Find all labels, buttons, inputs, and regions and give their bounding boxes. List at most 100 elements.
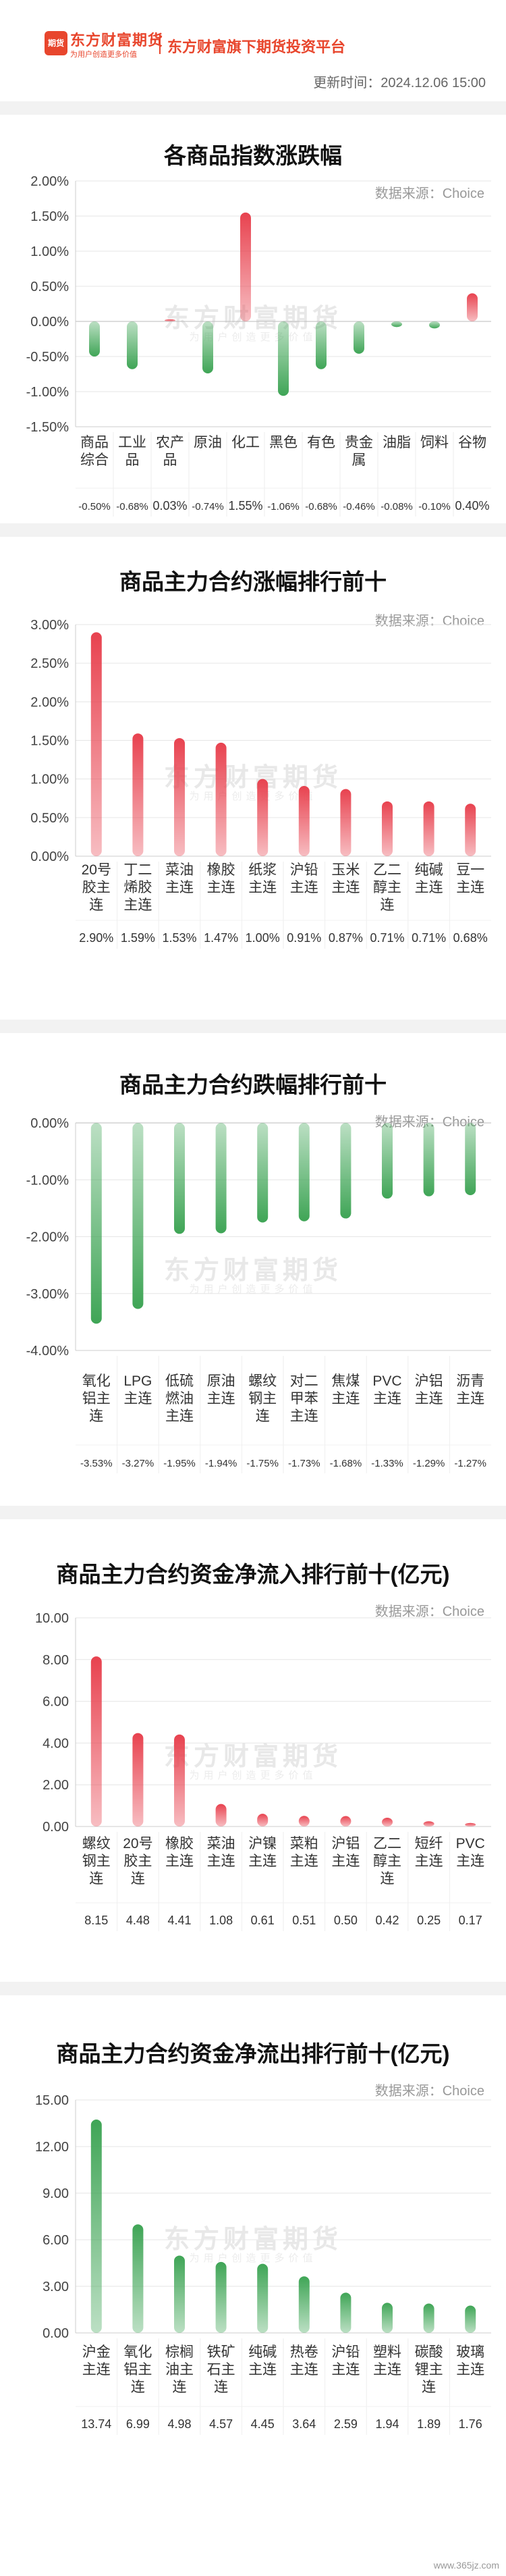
x-category-label: 塑料 bbox=[373, 2344, 401, 2360]
bar bbox=[89, 321, 100, 357]
x-category-label: 螺纹 bbox=[248, 1373, 277, 1389]
x-category-label: 铝主 bbox=[82, 1391, 111, 1407]
x-category-label: 热卷 bbox=[290, 2344, 318, 2360]
data-label: 0.42 bbox=[375, 1914, 399, 1927]
chart-title: 商品主力合约资金净流入排行前十(亿元) bbox=[56, 1562, 450, 1587]
bar bbox=[132, 2224, 144, 2333]
watermark-sub: 为用户创造更多价值 bbox=[189, 1284, 317, 1295]
data-label: 6.99 bbox=[126, 2417, 150, 2431]
x-category-label: PVC bbox=[372, 1373, 401, 1389]
watermark-sub: 为用户创造更多价值 bbox=[189, 1770, 317, 1781]
data-label: 2.59 bbox=[334, 2417, 358, 2431]
watermark: 东方财富期货 bbox=[163, 764, 342, 792]
data-label: 4.57 bbox=[209, 2417, 233, 2431]
bar bbox=[465, 1123, 476, 1195]
y-tick-label: 0.00% bbox=[30, 315, 69, 330]
data-label: -3.53% bbox=[80, 1458, 113, 1469]
bar bbox=[257, 2263, 269, 2333]
x-category-label: 主连 bbox=[207, 1391, 235, 1407]
x-category-label: 20号 bbox=[123, 1836, 152, 1851]
x-category-label: 品 bbox=[163, 452, 177, 468]
x-category-label: 主连 bbox=[165, 1854, 194, 1869]
y-tick-label: 2.50% bbox=[30, 656, 69, 671]
y-tick-label: 2.00% bbox=[30, 695, 69, 710]
data-label: -1.27% bbox=[454, 1458, 486, 1469]
x-category-label: 低硫 bbox=[165, 1373, 194, 1389]
bar bbox=[278, 321, 289, 396]
x-category-label: 主连 bbox=[248, 1854, 277, 1869]
x-category-label: 钢主 bbox=[248, 1391, 277, 1407]
bar bbox=[465, 804, 476, 856]
x-category-label: 连 bbox=[381, 1871, 395, 1887]
data-label: 0.03% bbox=[152, 499, 187, 512]
x-category-label: 醇主 bbox=[373, 1854, 401, 1869]
data-label: -0.74% bbox=[192, 501, 224, 512]
bar bbox=[298, 785, 310, 856]
x-category-label: 主连 bbox=[415, 1391, 443, 1407]
y-tick-label: 6.00 bbox=[43, 1695, 69, 1710]
x-category-label: 连 bbox=[131, 2380, 145, 2395]
y-tick-label: 12.00 bbox=[35, 2140, 69, 2155]
x-category-label: 钢主 bbox=[82, 1854, 111, 1869]
data-label: 0.71% bbox=[370, 931, 404, 945]
y-tick-label: 0.00% bbox=[30, 1116, 69, 1131]
data-label: 1.47% bbox=[204, 931, 238, 945]
y-tick-label: 0.50% bbox=[30, 811, 69, 826]
data-label: 0.40% bbox=[455, 499, 489, 512]
data-label: -1.73% bbox=[288, 1458, 320, 1469]
data-label: 13.74 bbox=[81, 2417, 111, 2431]
bar bbox=[298, 1123, 310, 1221]
data-label: 0.50 bbox=[334, 1914, 358, 1927]
x-category-label: 沪铝 bbox=[415, 1373, 443, 1389]
x-category-label: 橡胶 bbox=[165, 1836, 194, 1851]
y-tick-label: -1.50% bbox=[26, 420, 69, 435]
x-category-label: 连 bbox=[422, 2380, 436, 2395]
x-category-label: 主连 bbox=[123, 1391, 152, 1407]
x-category-label: 纸浆 bbox=[248, 862, 277, 878]
chart-title: 商品主力合约跌幅排行前十 bbox=[119, 1072, 387, 1097]
chart-section-top-losers: 商品主力合约跌幅排行前十 数据来源：Choice 东方财富期货 为用户创造更多价… bbox=[0, 1033, 506, 1506]
x-category-label: 谷物 bbox=[458, 435, 486, 450]
x-category-label: 连 bbox=[381, 897, 395, 913]
x-category-label: 氧化 bbox=[123, 2344, 152, 2360]
x-category-label: 饲料 bbox=[420, 435, 449, 450]
x-category-label: 农产 bbox=[156, 435, 184, 450]
bar bbox=[202, 321, 213, 373]
bar bbox=[423, 2303, 434, 2333]
x-category-label: PVC bbox=[456, 1836, 485, 1851]
bar bbox=[382, 1818, 393, 1826]
x-category-label: 20号 bbox=[82, 862, 111, 878]
x-category-label: LPG bbox=[123, 1373, 152, 1389]
x-category-label: 主连 bbox=[373, 1391, 401, 1407]
x-category-label: 玉米 bbox=[331, 862, 360, 878]
x-category-label: 螺纹 bbox=[82, 1836, 111, 1851]
x-category-label: 沪铅 bbox=[331, 2344, 360, 2360]
chart-section-top-gainers: 商品主力合约涨幅排行前十 数据来源：Choice 东方财富期货 为用户创造更多价… bbox=[0, 537, 506, 1020]
x-category-label: 豆一 bbox=[456, 862, 484, 878]
x-category-label: 短纤 bbox=[415, 1836, 443, 1851]
x-category-label: 纯碱 bbox=[248, 2344, 277, 2360]
x-category-label: 主连 bbox=[123, 897, 152, 913]
x-category-label: 工业 bbox=[118, 435, 146, 450]
data-label: 4.98 bbox=[167, 2417, 191, 2431]
chart-top-gainers: 3.00% 2.50% 2.00% 1.50% 1.00% 0.50% 0.00% 20号胶主… bbox=[30, 618, 491, 949]
logo-divider bbox=[159, 34, 161, 54]
x-category-label: 主连 bbox=[331, 1854, 360, 1869]
bar bbox=[215, 2261, 227, 2333]
x-category-label: 棕榈 bbox=[165, 2344, 194, 2360]
x-category-label: 综合 bbox=[80, 452, 109, 468]
x-category-label: 玻璃 bbox=[456, 2344, 484, 2360]
x-category-label: 连 bbox=[214, 2380, 228, 2395]
data-label: 1.55% bbox=[228, 499, 262, 512]
x-category-label: 主连 bbox=[290, 1409, 318, 1424]
bar bbox=[429, 321, 440, 329]
data-label: -0.46% bbox=[343, 501, 375, 512]
x-category-label: 胶主 bbox=[82, 880, 111, 895]
bar bbox=[316, 321, 327, 369]
x-category-label: 连 bbox=[89, 1409, 103, 1424]
x-category-label: 油主 bbox=[165, 2362, 194, 2377]
bar bbox=[298, 1816, 310, 1826]
x-category-label: 主连 bbox=[165, 880, 194, 895]
